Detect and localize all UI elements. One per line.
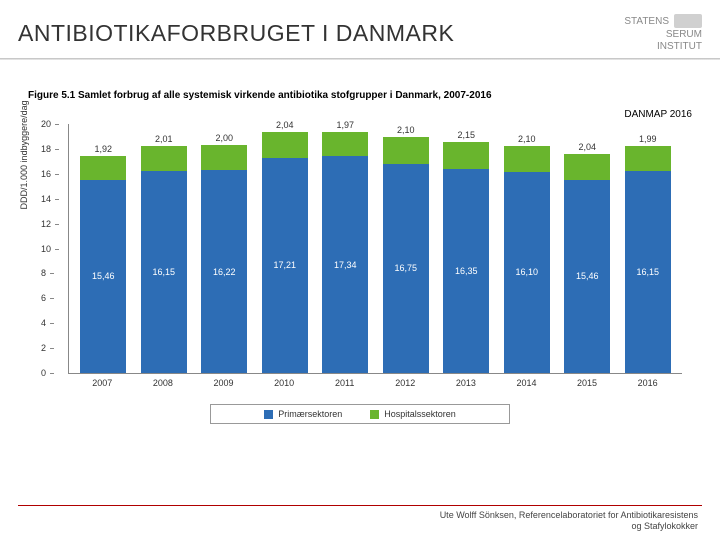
bar-top-label: 2,01 [155, 134, 173, 144]
logo: STATENS SERUM INSTITUT [624, 14, 702, 52]
figure-caption: Figure 5.1 Samlet forbrug af alle system… [28, 90, 692, 101]
bar-top-label: 1,92 [94, 144, 112, 154]
bar-column: 2,00 16,22 [201, 133, 247, 373]
footer-divider [18, 505, 702, 506]
bar-segment-prim: 17,21 [262, 158, 308, 373]
y-tick: 20 [41, 119, 51, 129]
bar-value-label: 17,34 [334, 260, 357, 270]
header: ANTIBIOTIKAFORBRUGET I DANMARK STATENS S… [0, 0, 720, 58]
bar-top-label: 2,00 [215, 133, 233, 143]
bar-value-label: 16,10 [515, 267, 538, 277]
y-tick: 18 [41, 144, 51, 154]
legend-label-prim: Primærsektoren [278, 409, 342, 419]
bar-value-label: 17,21 [273, 260, 296, 270]
y-tick: 6 [41, 293, 46, 303]
bar-column: 2,04 15,46 [564, 142, 610, 373]
bar-top-label: 2,04 [578, 142, 596, 152]
bar-top-label: 2,15 [457, 130, 475, 140]
plot-area: 1,9215,462,0116,152,0016,222,0417,211,97… [68, 124, 682, 374]
page-title: ANTIBIOTIKAFORBRUGET I DANMARK [18, 20, 454, 47]
bar-segment-hosp [141, 146, 187, 171]
x-tick-label: 2009 [200, 376, 246, 394]
bar-column: 1,92 15,46 [80, 144, 126, 373]
footer-text: Ute Wolff Sönksen, Referencelaboratoriet… [440, 510, 698, 532]
figure-source: DANMAP 2016 [28, 109, 692, 120]
y-tick: 8 [41, 268, 46, 278]
bar-column: 2,10 16,10 [504, 134, 550, 374]
bar-segment-hosp [625, 146, 671, 171]
bar-top-label: 1,99 [639, 134, 657, 144]
bar-segment-prim: 16,35 [443, 169, 489, 373]
y-tick: 2 [41, 343, 46, 353]
swatch-hosp [370, 410, 379, 419]
swatch-prim [264, 410, 273, 419]
legend: Primærsektoren Hospitalssektoren [210, 404, 510, 424]
x-tick-label: 2007 [79, 376, 125, 394]
y-tick: 16 [41, 169, 51, 179]
bar-segment-hosp [262, 132, 308, 158]
x-axis-labels: 2007 2008 2009 2010 2011 2012 2013 2014 2015 2016 [68, 376, 682, 394]
chart: DDD/1.000 indbyggere/dag 1,9215,462,0116… [28, 124, 692, 394]
bar-segment-hosp [443, 142, 489, 169]
bars-container: 1,9215,462,0116,152,0016,222,0417,211,97… [69, 124, 682, 373]
footer-line2: og Stafylokokker [631, 521, 698, 531]
bar-segment-hosp [201, 145, 247, 170]
bar-segment-prim: 16,10 [504, 172, 550, 373]
building-icon [674, 14, 702, 28]
bar-column: 2,04 17,21 [262, 120, 308, 373]
legend-label-hosp: Hospitalssektoren [384, 409, 456, 419]
y-tick: 10 [41, 244, 51, 254]
y-tick: 12 [41, 219, 51, 229]
bar-value-label: 16,15 [636, 267, 659, 277]
bar-value-label: 15,46 [92, 271, 115, 281]
bar-value-label: 16,22 [213, 267, 236, 277]
x-tick-label: 2014 [503, 376, 549, 394]
bar-value-label: 15,46 [576, 271, 599, 281]
x-tick-label: 2013 [443, 376, 489, 394]
x-tick-label: 2011 [322, 376, 368, 394]
bar-segment-prim: 17,34 [322, 156, 368, 373]
bar-top-label: 2,04 [276, 120, 294, 130]
bar-value-label: 16,15 [152, 267, 175, 277]
bar-segment-prim: 16,22 [201, 170, 247, 373]
logo-text-3: INSTITUT [657, 41, 702, 52]
bar-segment-prim: 16,15 [141, 171, 187, 373]
bar-segment-hosp [504, 146, 550, 172]
y-tick: 14 [41, 194, 51, 204]
x-tick-label: 2012 [382, 376, 428, 394]
logo-text-1: STATENS [624, 16, 669, 27]
y-axis-label: DDD/1.000 indbyggere/dag [19, 100, 29, 209]
bar-segment-hosp [383, 137, 429, 163]
footer-line1: Ute Wolff Sönksen, Referencelaboratoriet… [440, 510, 698, 520]
bar-segment-prim: 15,46 [564, 180, 610, 373]
legend-item-hosp: Hospitalssektoren [370, 409, 456, 419]
legend-item-prim: Primærsektoren [264, 409, 342, 419]
figure: Figure 5.1 Samlet forbrug af alle system… [0, 60, 720, 432]
bar-segment-prim: 15,46 [80, 180, 126, 373]
bar-column: 2,10 16,75 [383, 125, 429, 373]
logo-text-2: SERUM [666, 29, 702, 40]
bar-segment-hosp [322, 132, 368, 157]
bar-segment-prim: 16,75 [383, 164, 429, 373]
x-tick-label: 2008 [140, 376, 186, 394]
bar-value-label: 16,35 [455, 266, 478, 276]
bar-column: 2,15 16,35 [443, 130, 489, 373]
y-tick: 4 [41, 318, 46, 328]
bar-top-label: 1,97 [336, 120, 354, 130]
bar-segment-hosp [564, 154, 610, 180]
x-tick-label: 2016 [625, 376, 671, 394]
bar-segment-prim: 16,15 [625, 171, 671, 373]
bar-column: 1,99 16,15 [625, 134, 671, 373]
bar-top-label: 2,10 [397, 125, 415, 135]
bar-segment-hosp [80, 156, 126, 180]
bar-top-label: 2,10 [518, 134, 536, 144]
bar-column: 1,97 17,34 [322, 120, 368, 373]
y-tick: 0 [41, 368, 46, 378]
bar-column: 2,01 16,15 [141, 134, 187, 373]
x-tick-label: 2015 [564, 376, 610, 394]
bar-value-label: 16,75 [394, 263, 417, 273]
x-tick-label: 2010 [261, 376, 307, 394]
